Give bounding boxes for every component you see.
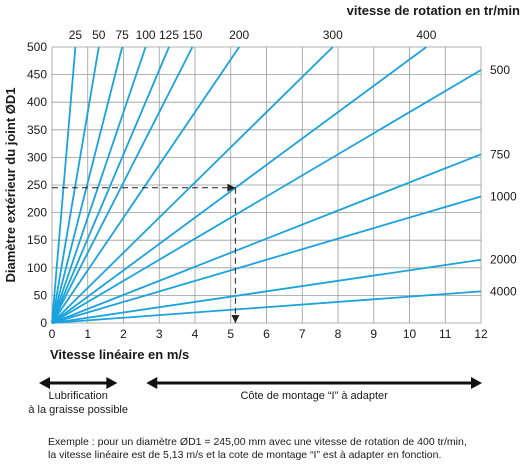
rpm-label: 100 <box>136 28 156 42</box>
rpm-line-200 <box>51 46 240 324</box>
rpm-line-2000 <box>51 258 482 324</box>
y-tick-label: 400 <box>27 95 47 109</box>
x-tick-label: 11 <box>439 327 452 341</box>
example-arrowhead-right <box>227 183 236 192</box>
y-tick-label: 500 <box>27 40 47 54</box>
x-tick-label: 3 <box>156 327 163 341</box>
rpm-line-150 <box>51 46 194 324</box>
grid <box>51 46 482 324</box>
range-label: à la graisse possible <box>28 404 128 416</box>
rpm-line-300 <box>51 46 334 324</box>
y-tick-label: 300 <box>27 150 47 164</box>
rpm-label: 75 <box>116 28 130 42</box>
x-tick-label: 0 <box>49 327 56 341</box>
y-tick-label: 150 <box>27 233 47 247</box>
rpm-label: 500 <box>490 63 510 77</box>
top-axis-title: vitesse de rotation en tr/min <box>347 3 520 18</box>
y-tick-label: 350 <box>27 123 47 137</box>
rpm-line-750 <box>51 153 482 324</box>
y-tick-label: 100 <box>27 261 47 275</box>
rpm-line-50 <box>51 46 100 324</box>
x-tick-label: 4 <box>192 327 199 341</box>
x-tick-label: 5 <box>227 327 234 341</box>
rpm-line-1000 <box>51 195 482 324</box>
rpm-line-400 <box>51 46 427 324</box>
y-tick-label: 250 <box>27 178 47 192</box>
x-tick-label: 6 <box>263 327 270 341</box>
range-arrowhead-left <box>39 377 50 389</box>
x-tick-label: 8 <box>335 327 342 341</box>
x-tick-label: 2 <box>120 327 127 341</box>
example-arrowhead-down <box>231 315 240 323</box>
x-tick-label: 1 <box>84 327 91 341</box>
x-tick-label: 12 <box>474 327 488 341</box>
rpm-line-125 <box>51 46 170 324</box>
rpm-line-500 <box>51 69 482 324</box>
rpm-label: 750 <box>490 147 510 161</box>
y-tick-label: 50 <box>34 288 48 302</box>
ranges: Lubrification à la graisse possible Côte d… <box>28 377 482 416</box>
rpm-line-100 <box>51 46 147 324</box>
example-note-line-2: la vitesse linéaire est de 5,13 m/s et l… <box>48 449 442 461</box>
range-arrowhead-left <box>146 377 158 389</box>
x-tick-label: 7 <box>299 327 306 341</box>
y-tick-label: 0 <box>40 316 47 330</box>
rpm-label: 200 <box>229 28 249 42</box>
example-construction <box>52 183 240 323</box>
rpm-label: 2000 <box>490 253 517 267</box>
rpm-label: 25 <box>69 28 83 42</box>
y-tick-label: 450 <box>27 68 47 82</box>
rpm-lines <box>51 46 482 324</box>
x-tick-label: 9 <box>370 327 377 341</box>
rpm-label: 150 <box>182 28 202 42</box>
x-axis-title: Vitesse linéaire en m/s <box>50 347 189 362</box>
rpm-label: 50 <box>92 28 106 42</box>
example-note-line-1: Exemple : pour un diamètre ØD1 = 245,00 … <box>48 436 467 448</box>
rpm-label: 125 <box>159 28 179 42</box>
range-label: Lubrification <box>49 390 108 402</box>
rpm-label: 1000 <box>490 189 517 203</box>
rpm-line-25 <box>51 46 77 324</box>
axis-ticks: 0 1 2 3 4 5 6 7 8 9 10 11 12050100150200250300350400… <box>27 28 517 341</box>
rpm-line-4000 <box>51 290 482 324</box>
example-note: Exemple : pour un diamètre ØD1 = 245,00 … <box>48 436 518 462</box>
y-tick-label: 200 <box>27 206 47 220</box>
range-arrowhead-right <box>471 377 482 389</box>
range-arrowhead-right <box>106 377 118 389</box>
y-axis-title: Diamètre extérieur du joint ØD1 <box>3 87 18 282</box>
range-label: Côte de montage “I” à adapter <box>240 390 388 402</box>
rpm-line-75 <box>51 46 124 324</box>
x-tick-label: 10 <box>403 327 417 341</box>
rpm-label: 300 <box>323 28 343 42</box>
rpm-label: 400 <box>416 28 436 42</box>
rpm-label: 4000 <box>490 284 517 298</box>
